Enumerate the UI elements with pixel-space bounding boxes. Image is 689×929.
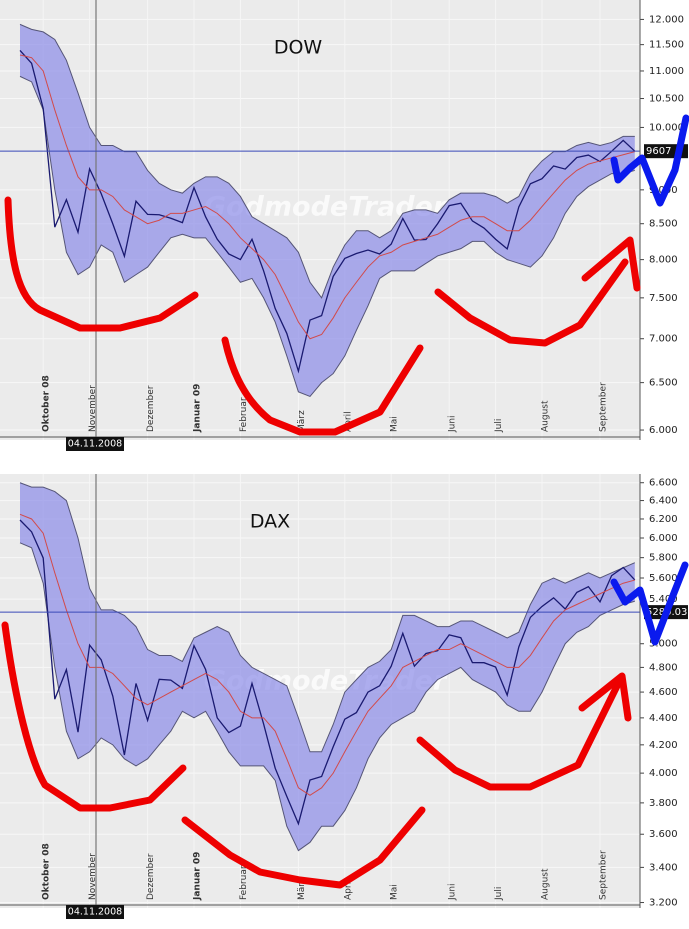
y-tick-label: 3.800 bbox=[649, 798, 678, 809]
band-area bbox=[20, 482, 635, 851]
red-arrow-head bbox=[581, 236, 641, 292]
y-tick-label: 6.000 bbox=[649, 533, 678, 544]
x-tick-label: Juni bbox=[448, 883, 458, 901]
y-tick-label: 12.000 bbox=[649, 14, 684, 25]
band-area bbox=[20, 24, 635, 397]
x-tick-label: Januar 09 bbox=[193, 852, 203, 901]
date-label: 04.11.2008 bbox=[68, 907, 122, 918]
red-curve bbox=[221, 336, 424, 436]
y-tick-label: 4.200 bbox=[649, 740, 678, 751]
x-tick-label: Juni bbox=[448, 415, 458, 433]
x-tick-label: Oktober 08 bbox=[42, 375, 52, 432]
y-tick-label: 4.800 bbox=[649, 662, 678, 673]
x-tick-label: Dezember bbox=[146, 385, 156, 432]
x-tick-label: August bbox=[541, 400, 551, 432]
y-tick-label: 5.000 bbox=[649, 639, 678, 650]
x-tick-label: Oktober 08 bbox=[42, 843, 52, 900]
red-curve bbox=[1, 621, 187, 812]
y-tick-label: 4.400 bbox=[649, 713, 678, 724]
x-tick-label: März bbox=[297, 410, 307, 432]
y-tick-label: 6.000 bbox=[649, 425, 678, 436]
x-tick-label: April bbox=[343, 879, 353, 900]
red-curve bbox=[4, 196, 199, 332]
y-tick-label: 6.600 bbox=[649, 478, 678, 489]
x-tick-label: Februar bbox=[239, 865, 249, 900]
y-tick-label: 6.200 bbox=[649, 514, 678, 525]
red-arrow-head bbox=[578, 672, 632, 722]
y-tick-label: 8.000 bbox=[649, 255, 678, 266]
x-tick-label: September bbox=[599, 382, 609, 432]
y-tick-label: 5.800 bbox=[649, 553, 678, 564]
y-tick-label: 5.600 bbox=[649, 573, 678, 584]
y-tick-label: 6.400 bbox=[649, 496, 678, 507]
y-tick-label: 10.000 bbox=[649, 122, 684, 133]
band-edge bbox=[19, 75, 635, 398]
blue-zigzag bbox=[610, 114, 689, 207]
hand-drawing bbox=[1, 114, 689, 889]
x-tick-label: November bbox=[88, 853, 98, 900]
red-curve bbox=[416, 676, 624, 791]
level-label: 9607 bbox=[646, 146, 671, 157]
x-tick-label: Februar bbox=[239, 397, 249, 432]
band-edge bbox=[19, 482, 636, 753]
y-tick-label: 3.200 bbox=[649, 898, 678, 909]
y-tick-label: 3.600 bbox=[649, 829, 678, 840]
x-tick-label: April bbox=[343, 411, 353, 432]
band-edge bbox=[19, 542, 635, 852]
red-curve bbox=[434, 258, 629, 347]
x-tick-label: August bbox=[541, 868, 551, 900]
x-tick-label: November bbox=[88, 385, 98, 432]
x-tick-label: Mai bbox=[390, 416, 400, 432]
date-box bbox=[66, 905, 124, 919]
y-tick-label: 3.400 bbox=[649, 862, 678, 873]
y-tick-label: 7.000 bbox=[649, 334, 678, 345]
y-tick-label: 10.500 bbox=[649, 94, 684, 105]
y-tick-label: 6.500 bbox=[649, 378, 678, 389]
x-tick-label: September bbox=[599, 850, 609, 900]
y-tick-label: 7.500 bbox=[649, 293, 678, 304]
blue-zigzag bbox=[610, 561, 689, 646]
band-edge bbox=[19, 23, 635, 299]
date-label: 04.11.2008 bbox=[68, 439, 122, 450]
chart-panel: 6.0006.5007.0007.5008.0008.5009.00010.00… bbox=[0, 0, 688, 451]
y-tick-label: 11.500 bbox=[649, 40, 684, 51]
y-tick-label: 4.000 bbox=[649, 768, 678, 779]
y-tick-label: 5.400 bbox=[649, 594, 678, 605]
series-line bbox=[19, 54, 635, 340]
chart-panel: 3.200 3.400 3.600 3.800 4.000 4.200 4.400 4.600… bbox=[0, 474, 688, 919]
y-tick-label: 11.000 bbox=[649, 66, 684, 77]
x-tick-label: Dezember bbox=[146, 853, 156, 900]
x-tick-label: Januar 09 bbox=[193, 384, 203, 433]
series-line bbox=[19, 513, 635, 796]
x-tick-label: März bbox=[297, 878, 307, 900]
series-line bbox=[19, 519, 636, 826]
x-tick-label: Juli bbox=[494, 887, 504, 901]
x-tick-label: Mai bbox=[390, 884, 400, 900]
y-tick-label: 4.600 bbox=[649, 687, 678, 698]
chart-title: DOW bbox=[274, 37, 323, 59]
series-line bbox=[19, 49, 636, 374]
chart-title: DAX bbox=[250, 511, 290, 533]
red-curve bbox=[181, 806, 426, 889]
date-box bbox=[66, 437, 124, 451]
x-tick-label: Juli bbox=[494, 419, 504, 433]
y-tick-label: 8.500 bbox=[649, 219, 678, 230]
